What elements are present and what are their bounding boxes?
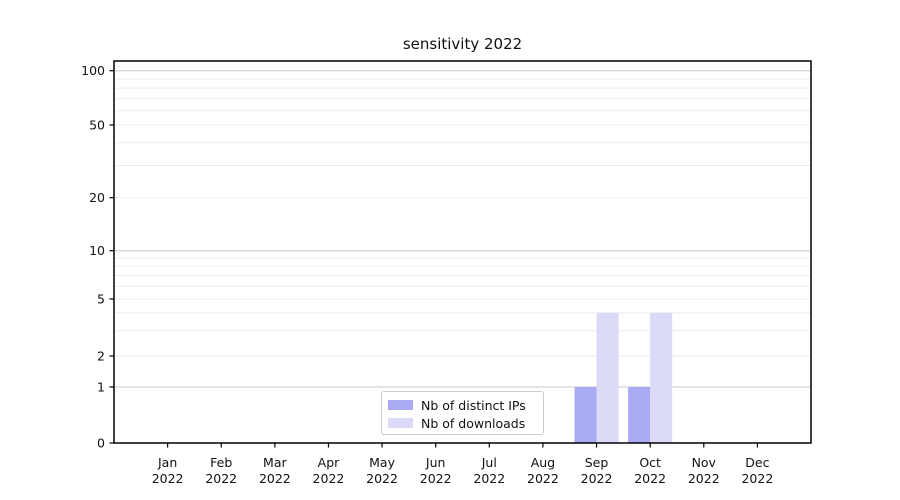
bar-distinct-ips <box>628 387 651 443</box>
bar-downloads <box>596 312 619 443</box>
x-tick-label-year: 2022 <box>741 471 773 486</box>
x-tick-label-month: Nov <box>692 455 717 470</box>
x-tick-label-month: Sep <box>585 455 609 470</box>
legend-label-downloads: Nb of downloads <box>421 415 526 431</box>
bar-distinct-ips <box>574 387 597 443</box>
y-tick-label: 20 <box>89 190 105 205</box>
x-tick-label-month: Jan <box>157 455 177 470</box>
x-tick-label-year: 2022 <box>259 471 291 486</box>
bar-downloads <box>650 312 673 443</box>
legend-item-distinct-ips: Nb of distinct IPs <box>382 396 543 414</box>
x-tick-label-year: 2022 <box>313 471 345 486</box>
y-tick-label: 5 <box>97 292 105 307</box>
y-tick-label: 100 <box>81 63 105 78</box>
y-tick-label: 10 <box>89 243 105 258</box>
y-tick-label: 0 <box>97 436 105 451</box>
plot-border <box>113 60 812 444</box>
x-tick-label-month: Mar <box>263 455 287 470</box>
legend-item-downloads: Nb of downloads <box>382 414 543 432</box>
legend-swatch-downloads <box>388 418 413 428</box>
y-tick-label: 50 <box>89 118 105 133</box>
x-tick-label-year: 2022 <box>366 471 398 486</box>
x-tick-label-month: Jul <box>481 455 497 470</box>
x-tick-label-month: Aug <box>531 455 555 470</box>
x-tick-label-month: May <box>369 455 395 470</box>
x-tick-label-year: 2022 <box>205 471 237 486</box>
x-tick-label-year: 2022 <box>688 471 720 486</box>
x-tick-label-year: 2022 <box>420 471 452 486</box>
x-tick-label-month: Apr <box>318 455 340 470</box>
x-tick-label-month: Dec <box>745 455 769 470</box>
y-tick-label: 2 <box>97 349 105 364</box>
x-tick-label-month: Oct <box>639 455 661 470</box>
x-tick-label-year: 2022 <box>634 471 666 486</box>
x-tick-label-year: 2022 <box>527 471 559 486</box>
x-tick-label-year: 2022 <box>473 471 505 486</box>
legend: Nb of distinct IPs Nb of downloads <box>381 391 544 435</box>
legend-swatch-distinct-ips <box>388 400 413 410</box>
y-tick-label: 1 <box>97 380 105 395</box>
x-tick-label-year: 2022 <box>152 471 184 486</box>
legend-label-distinct-ips: Nb of distinct IPs <box>421 397 526 413</box>
x-tick-label-year: 2022 <box>581 471 613 486</box>
x-tick-label-month: Feb <box>210 455 232 470</box>
x-tick-label-month: Jun <box>425 455 446 470</box>
chart-title: sensitivity 2022 <box>402 35 523 53</box>
